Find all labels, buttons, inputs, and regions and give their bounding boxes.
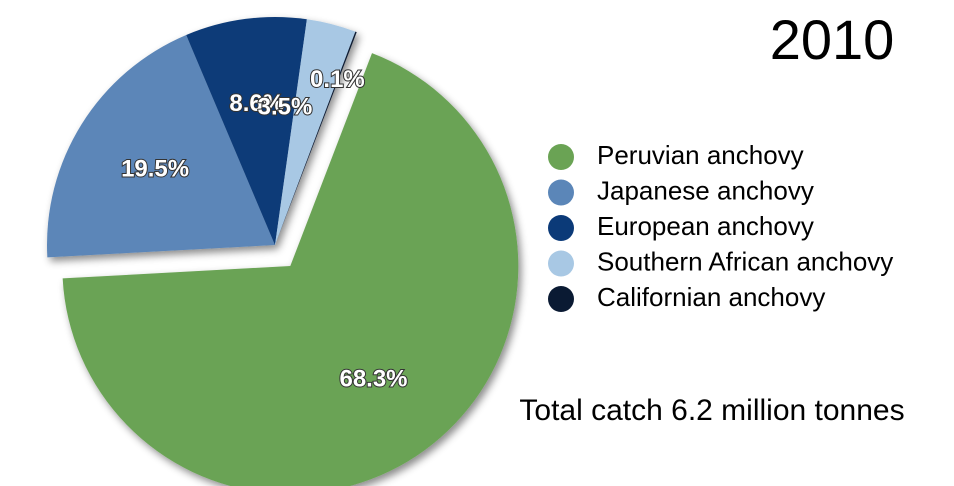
legend-label: Peruvian anchovy	[597, 140, 804, 170]
slice-label: 8.6%	[229, 90, 284, 117]
pie-slice	[275, 31, 357, 246]
legend-label: European anchovy	[597, 211, 814, 241]
slice-label: 68.3%	[339, 366, 407, 393]
pie	[46, 16, 519, 486]
legend-label: Californian anchovy	[597, 282, 825, 312]
pie-slice	[62, 53, 519, 486]
slice-label: 0.1%	[310, 66, 365, 93]
annotation: Total catch 6.2 million tonnes	[519, 394, 904, 427]
legend-marker	[548, 250, 574, 277]
pie-labels: 68.3% 19.5% 8.6%3.5%0.1%	[120, 65, 408, 393]
legend-label: Southern African anchovy	[597, 246, 893, 276]
pie-slice	[46, 35, 275, 258]
legend-label: Japanese anchovy	[597, 175, 814, 205]
slice-label: 19.5%	[121, 155, 189, 182]
pie-slice	[186, 16, 307, 245]
legend-marker	[548, 144, 574, 170]
legend-marker	[548, 179, 574, 206]
pie-slice	[275, 19, 356, 245]
legend-marker	[548, 286, 574, 312]
slice-label: 3.5%	[258, 93, 313, 120]
legend: Peruvian anchovy Japanese anchovy European…	[548, 140, 893, 312]
chart-title: 2010	[770, 8, 895, 71]
legend-marker	[548, 215, 574, 241]
